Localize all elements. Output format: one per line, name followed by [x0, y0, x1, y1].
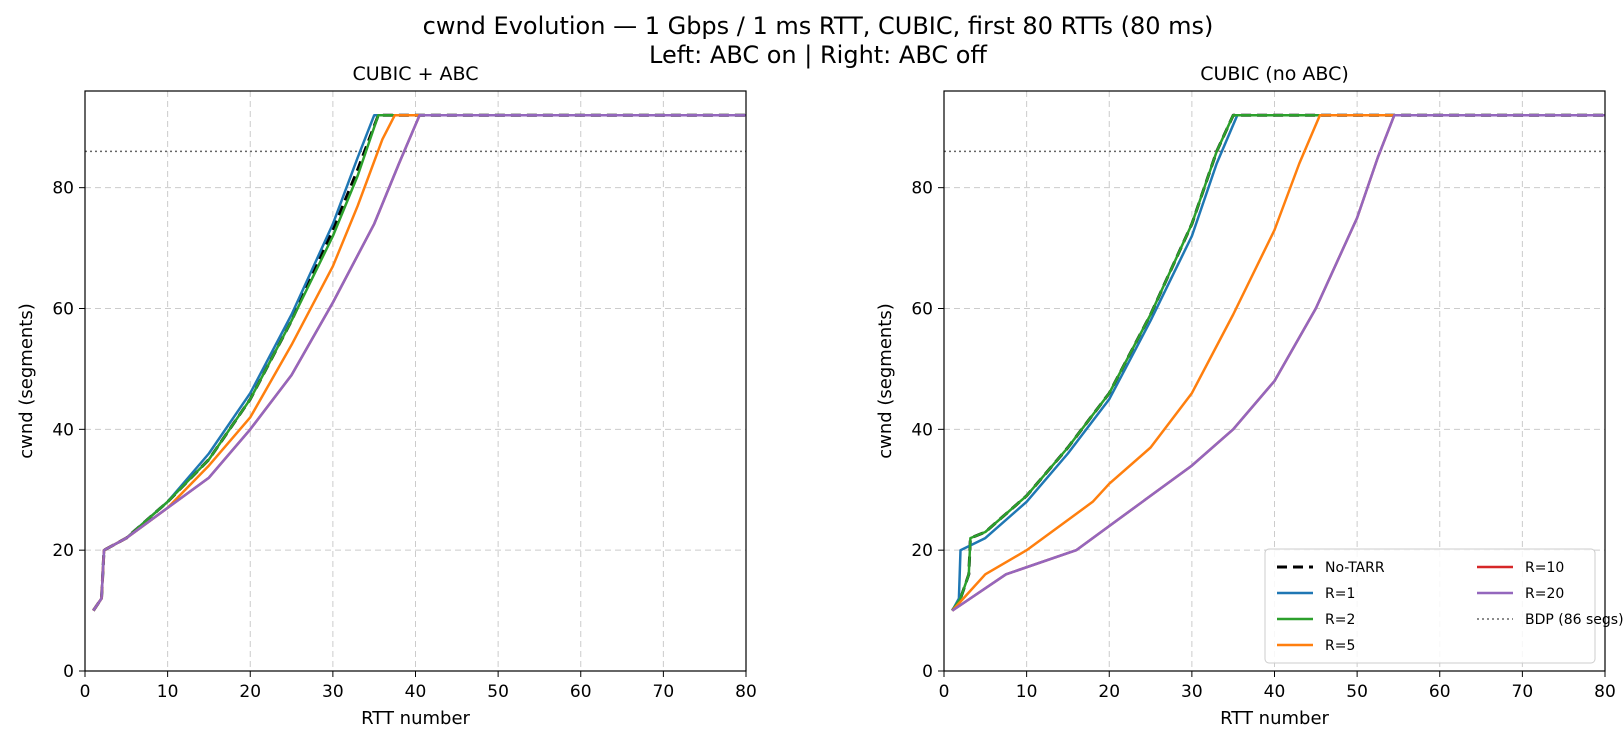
y-tick-label: 0 — [922, 662, 933, 682]
y-tick-label: 20 — [911, 541, 933, 561]
legend-label-r5: R=5 — [1325, 638, 1355, 654]
chart-title: cwnd Evolution — 1 Gbps / 1 ms RTT, CUBI… — [423, 12, 1214, 40]
y-tick-label: 60 — [911, 300, 933, 320]
chart-subtitle: Left: ABC on | Right: ABC off — [649, 41, 987, 69]
y-tick-label: 60 — [52, 300, 74, 320]
panel-title: CUBIC (no ABC) — [1200, 63, 1349, 85]
x-tick-label: 10 — [157, 682, 179, 702]
legend-label-notarr: No-TARR — [1325, 560, 1385, 576]
x-tick-label: 0 — [939, 682, 950, 702]
series-line-r2 — [951, 113, 1605, 612]
x-tick-label: 40 — [405, 682, 427, 702]
x-tick-label: 30 — [1181, 682, 1203, 702]
x-tick-label: 50 — [487, 682, 509, 702]
panel-left: 0 10 20 30 40 50 60 70 80 0 20 40 60 80 CUBIC + ABC RTT… — [16, 63, 757, 729]
legend-box — [1264, 548, 1596, 664]
x-tick-label: 60 — [1429, 682, 1451, 702]
legend-label-bdp: BDP (86 segs) — [1525, 612, 1623, 628]
y-tick-label: 0 — [63, 662, 74, 682]
legend: No-TARR R=1 R=2 R=5 R=10 R=20 BDP (86 segs) — [1264, 548, 1623, 664]
x-tick-label: 60 — [570, 682, 592, 702]
x-tick-label: 80 — [735, 682, 757, 702]
x-tick-label: 0 — [80, 682, 91, 702]
x-tick-label: 40 — [1264, 682, 1286, 702]
plot-area — [951, 113, 1605, 612]
x-tick-label: 20 — [239, 682, 261, 702]
y-tick-label: 80 — [911, 179, 933, 199]
x-tick-label: 70 — [1512, 682, 1534, 702]
panel-right: 0 10 20 30 40 50 60 70 80 0 20 40 60 80 CUBIC (no ABC)… — [875, 63, 1623, 729]
x-tick-label: 80 — [1594, 682, 1616, 702]
legend-label-r20: R=20 — [1525, 586, 1564, 602]
x-axis-label: RTT number — [361, 708, 470, 729]
series-line-r20 — [951, 113, 1605, 612]
series-line-r20 — [92, 113, 746, 612]
y-tick-label: 80 — [52, 179, 74, 199]
y-tick-label: 40 — [911, 420, 933, 440]
legend-label-r2: R=2 — [1325, 612, 1355, 628]
y-axis-label: cwnd (segments) — [16, 303, 37, 459]
x-tick-label: 10 — [1016, 682, 1038, 702]
x-tick-label: 70 — [653, 682, 675, 702]
panel-title: CUBIC + ABC — [352, 63, 478, 85]
x-tick-label: 50 — [1346, 682, 1368, 702]
x-tick-label: 30 — [322, 682, 344, 702]
x-axis-label: RTT number — [1220, 708, 1329, 729]
legend-label-r1: R=1 — [1325, 586, 1355, 602]
series-line-r5 — [951, 113, 1605, 612]
plot-area — [92, 113, 746, 612]
y-tick-label: 20 — [52, 541, 74, 561]
y-axis-label: cwnd (segments) — [875, 303, 896, 459]
x-tick-label: 20 — [1098, 682, 1120, 702]
series-line-r1 — [951, 113, 1605, 612]
y-tick-label: 40 — [52, 420, 74, 440]
legend-label-r10: R=10 — [1525, 560, 1564, 576]
